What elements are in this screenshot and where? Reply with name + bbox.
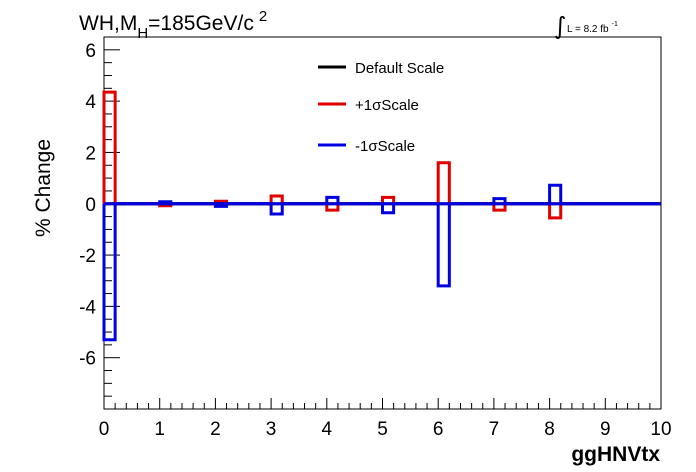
x-tick-label: 9 <box>600 419 611 440</box>
luminosity-label: ∫ L = 8.2 fb -1 <box>554 12 618 40</box>
x-tick-label: 10 <box>650 419 671 440</box>
axes: 0 1 2 3 4 5 6 7 8 9 10 -6 -4 -2 0 2 4 6 <box>79 36 672 440</box>
histogram-bins <box>102 90 661 342</box>
svg-text:L = 8.2 fb-1: L = 8.2 fb -1 <box>567 21 618 35</box>
y-tick-label: -2 <box>79 246 96 267</box>
y-tick-label: 0 <box>85 195 96 216</box>
x-axis-label: ggHNVtx <box>571 443 660 466</box>
series-line-2 <box>102 183 661 342</box>
y-tick-label: 2 <box>85 143 96 164</box>
x-tick-label: 2 <box>210 419 221 440</box>
y-axis-label: % Change <box>32 139 55 237</box>
y-tick-label: -6 <box>79 349 96 370</box>
legend-label: Default Scale <box>355 60 444 77</box>
legend: Default Scale +1σScale -1σScale <box>318 60 444 155</box>
x-tick-label: 0 <box>99 419 110 440</box>
x-tick-label: 3 <box>266 419 277 440</box>
x-tick-label: 7 <box>489 419 500 440</box>
y-tick-label: 4 <box>85 92 96 113</box>
x-tick-label: 6 <box>433 419 444 440</box>
y-tick-label: -4 <box>79 297 96 318</box>
legend-label: +1σScale <box>355 97 419 114</box>
plot-frame <box>103 36 662 410</box>
x-tick-label: 4 <box>322 419 333 440</box>
lumi-superscript: -1 <box>612 21 618 28</box>
integral-sign: ∫ <box>554 12 567 40</box>
x-tick-label: 8 <box>544 419 555 440</box>
legend-label: -1σScale <box>355 138 415 155</box>
y-tick-label: 6 <box>85 41 96 62</box>
chart-title: WH,MH=185GeV/c 2 <box>79 8 267 42</box>
lumi-text: L = 8.2 fb <box>567 24 609 35</box>
x-tick-label: 5 <box>377 419 388 440</box>
x-tick-label: 1 <box>154 419 165 440</box>
